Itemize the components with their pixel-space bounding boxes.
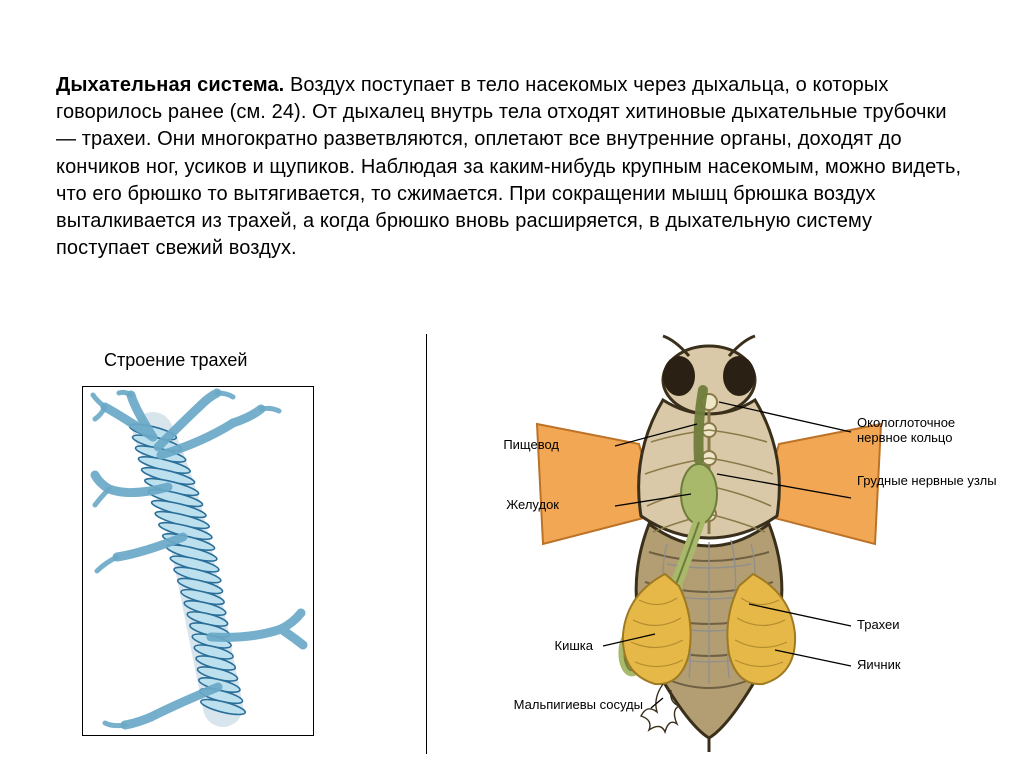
label-stomach: Желудок	[427, 498, 559, 513]
body-paragraph: Дыхательная система. Воздух поступает в …	[56, 72, 968, 262]
label-intestine: Кишка	[427, 639, 593, 654]
label-nerve-ring: Окологлоточное нервное кольцо	[857, 416, 1007, 446]
figures-row: Строение трахей	[56, 340, 968, 750]
bee-illustration	[427, 334, 1007, 754]
label-esophagus: Пищевод	[427, 438, 559, 453]
figure-trachea: Строение трахей	[36, 340, 376, 750]
trachea-illustration: 1	[83, 387, 313, 735]
label-ganglia: Грудные нервные узлы	[857, 474, 997, 489]
figure-bee-anatomy: Пищевод Желудок Кишка Мальпигиевы сосуды…	[426, 334, 1007, 754]
label-ovary: Яичник	[857, 658, 901, 673]
body-text: Воздух поступает в тело насекомых через …	[56, 74, 961, 259]
label-tracheae: Трахеи	[857, 618, 900, 633]
label-malpighian: Мальпигиевы сосуды	[427, 698, 643, 713]
heading: Дыхательная система.	[56, 74, 284, 96]
trachea-caption: Строение трахей	[104, 350, 247, 371]
trachea-frame: 1	[82, 386, 314, 736]
